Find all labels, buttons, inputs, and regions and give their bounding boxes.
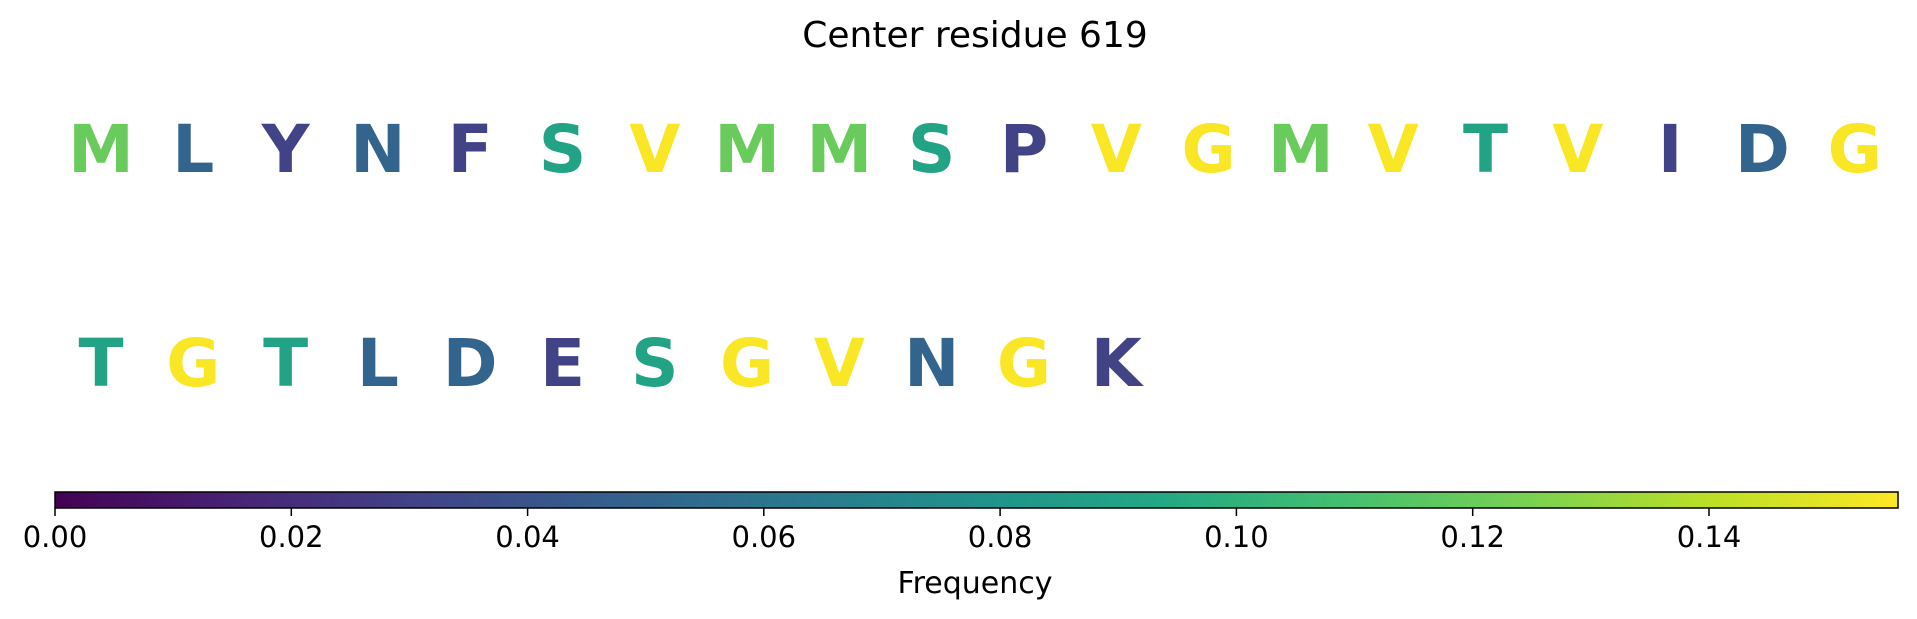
- residue-letter-r2-p1: T: [78, 325, 123, 402]
- residue-letter-r1-p5: F: [448, 111, 493, 188]
- residue-letter-r1-p11: P: [1000, 111, 1048, 188]
- residue-letter-r1-p9: M: [807, 111, 873, 188]
- colorbar-tick-label-6: 0.10: [1204, 520, 1269, 554]
- colorbar-tick-label-3: 0.04: [495, 520, 560, 554]
- residue-letter-r2-p6: E: [540, 325, 585, 402]
- residue-letter-r2-p3: T: [263, 325, 308, 402]
- residue-letter-r1-p3: Y: [261, 111, 311, 188]
- residue-letter-r2-p8: G: [720, 325, 774, 402]
- residue-letter-r2-p11: G: [997, 325, 1051, 402]
- colorbar-label: Frequency: [898, 566, 1053, 601]
- colorbar-gradient: [54, 491, 1899, 509]
- residue-letter-r1-p17: V: [1552, 111, 1603, 188]
- residue-letter-r2-p2: G: [166, 325, 220, 402]
- residue-letter-r2-p5: D: [443, 325, 498, 402]
- residue-letter-r1-p20: G: [1828, 111, 1882, 188]
- residue-letter-r1-p16: T: [1463, 111, 1508, 188]
- residue-letter-r1-p8: M: [714, 111, 780, 188]
- residue-letter-r1-p13: G: [1182, 111, 1236, 188]
- residue-letter-r1-p14: M: [1268, 111, 1334, 188]
- residue-letter-r1-p18: I: [1658, 111, 1683, 188]
- residue-letter-r1-p15: V: [1368, 111, 1419, 188]
- colorbar-tick-label-8: 0.14: [1677, 520, 1742, 554]
- residue-letter-r2-p7: S: [631, 325, 679, 402]
- residue-letters: M L Y N F S V M M S P V G M V T V I D GT G T L D E S G V N G K: [68, 111, 1882, 402]
- residue-letter-r1-p4: N: [350, 111, 405, 188]
- residue-letter-r1-p7: V: [629, 111, 680, 188]
- residue-letter-r1-p6: S: [539, 111, 587, 188]
- colorbar: 0.00 0.02 0.04 0.06 0.08 0.10 0.12 0.14 Frequen…: [23, 491, 1899, 601]
- residue-letter-r2-p10: N: [904, 325, 959, 402]
- colorbar-tick-label-7: 0.12: [1440, 520, 1505, 554]
- residue-letter-r1-p10: S: [908, 111, 956, 188]
- residue-letter-r1-p2: L: [172, 111, 214, 188]
- residue-letter-r1-p1: M: [68, 111, 134, 188]
- colorbar-tick-label-1: 0.00: [23, 520, 88, 554]
- residue-letter-r2-p12: K: [1091, 325, 1145, 402]
- colorbar-tick-label-5: 0.08: [968, 520, 1033, 554]
- residue-letter-r2-p9: V: [814, 325, 865, 402]
- colorbar-tick-label-4: 0.06: [732, 520, 797, 554]
- residue-letter-r1-p12: V: [1091, 111, 1142, 188]
- colorbar-tick-label-2: 0.02: [259, 520, 324, 554]
- colorbar-ticks: 0.00 0.02 0.04 0.06 0.08 0.10 0.12 0.14: [23, 508, 1742, 554]
- residue-letter-r1-p19: D: [1735, 111, 1790, 188]
- residue-letter-r2-p4: L: [357, 325, 399, 402]
- chart-title: Center residue 619: [802, 15, 1148, 56]
